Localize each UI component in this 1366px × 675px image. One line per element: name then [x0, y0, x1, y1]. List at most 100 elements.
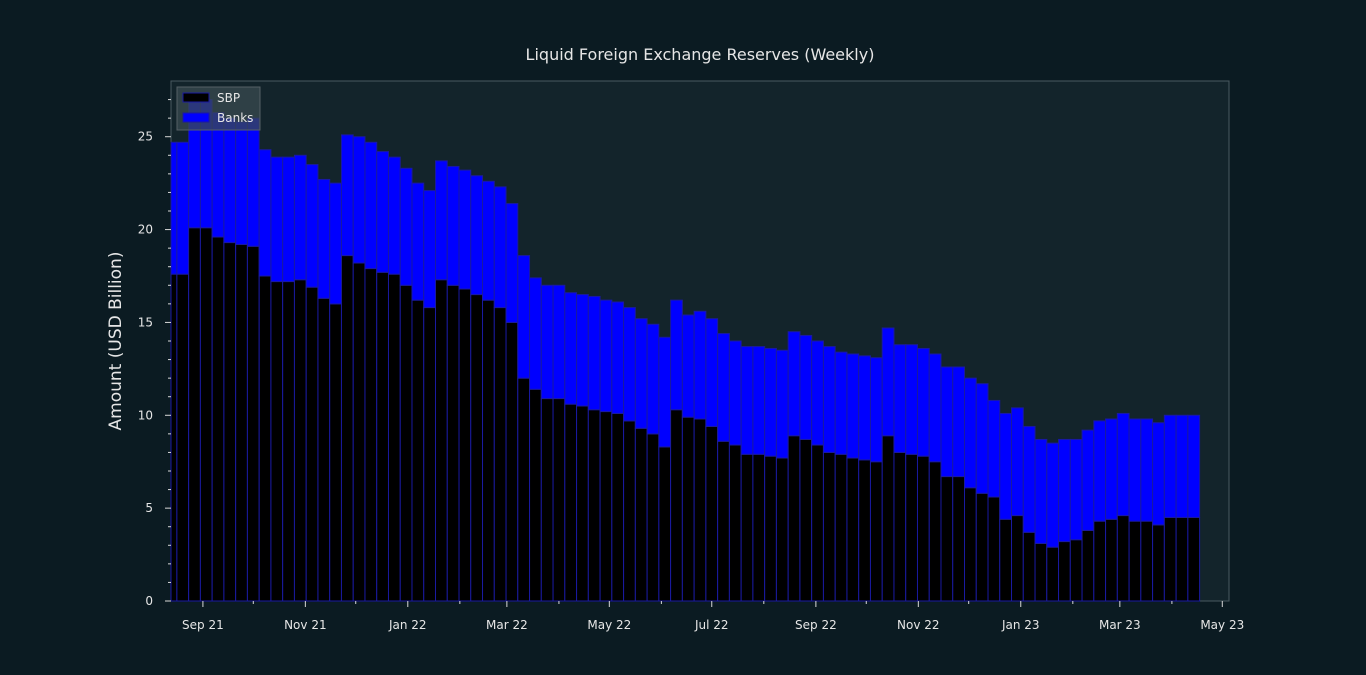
bar-sbp [1058, 541, 1071, 602]
bar-banks [1105, 418, 1118, 520]
x-tick-label: Sep 22 [795, 618, 837, 632]
bar-sbp [317, 297, 331, 602]
bar-banks [599, 299, 613, 413]
bar-sbp [952, 476, 966, 602]
y-tick-label: 5 [145, 501, 153, 515]
bar-banks [352, 136, 366, 264]
chart-title: Liquid Foreign Exchange Reserves (Weekly… [526, 45, 875, 64]
bar-sbp [752, 453, 766, 602]
bar-banks [799, 334, 813, 440]
bar-banks [493, 186, 507, 309]
bar-sbp [1163, 516, 1177, 602]
bar-banks [834, 351, 848, 455]
y-tick-label: 10 [138, 408, 153, 422]
bar-sbp [1140, 520, 1154, 602]
x-tick-label: Jul 22 [694, 618, 729, 632]
bar-sbp [1175, 516, 1189, 602]
bar-sbp [822, 451, 836, 602]
bar-banks [822, 346, 836, 453]
y-tick-label: 25 [138, 130, 153, 144]
bar-sbp [1152, 524, 1165, 602]
y-tick-label: 15 [138, 315, 153, 329]
bar-sbp [188, 227, 201, 602]
bar-sbp [352, 262, 366, 602]
bar-sbp [552, 398, 566, 602]
bar-sbp [423, 307, 437, 602]
bar-banks [752, 346, 766, 455]
bar-banks [1116, 412, 1130, 517]
bar-sbp [964, 487, 977, 602]
bar-sbp [987, 496, 1001, 602]
bar-banks [235, 121, 248, 245]
bar-banks [317, 178, 331, 299]
bar-banks [893, 344, 907, 453]
bar-sbp [705, 425, 719, 602]
bar-sbp [199, 227, 213, 602]
bar-banks [869, 357, 883, 463]
bar-banks [811, 340, 824, 446]
bar-sbp [293, 279, 307, 602]
bar-banks [1046, 442, 1060, 548]
bar-banks [670, 299, 683, 411]
bar-sbp [1034, 542, 1048, 602]
bar-banks [576, 294, 589, 407]
bar-banks [564, 292, 578, 405]
x-axis: Sep 21 Nov 21 Jan 22 Mar 22 May 22 Jul 22 Sep … [182, 601, 1244, 632]
bar-banks [964, 377, 977, 489]
bar-sbp [764, 455, 777, 602]
bar-banks [728, 340, 742, 446]
bar-sbp [623, 420, 636, 602]
bar-banks [846, 353, 860, 459]
bar-banks [740, 346, 754, 455]
bar-banks [446, 165, 460, 286]
bar-banks [1022, 425, 1036, 533]
legend: SBP Banks [176, 86, 261, 131]
bar-sbp [176, 273, 190, 602]
y-tick-label: 20 [138, 223, 153, 237]
legend-label-sbp: SBP [217, 91, 240, 105]
y-axis: 0 5 10 15 20 25 [138, 99, 171, 608]
bar-banks [1187, 414, 1201, 518]
bar-banks [999, 412, 1013, 520]
legend-label-banks: Banks [217, 111, 253, 125]
bar-banks [905, 344, 918, 455]
bar-sbp [540, 398, 554, 602]
bar-sbp [681, 416, 695, 602]
bar-banks [975, 383, 989, 494]
bar-sbp [728, 444, 742, 602]
bar-banks [987, 399, 1001, 498]
bar-sbp [869, 461, 883, 602]
bar-sbp [846, 457, 860, 602]
legend-swatch-sbp [182, 92, 210, 103]
bar-sbp [470, 294, 484, 602]
bar-sbp [493, 307, 507, 602]
bar-banks [634, 318, 648, 429]
bar-sbp [881, 435, 895, 602]
bar-banks [552, 284, 566, 400]
bar-sbp [1093, 520, 1107, 602]
bar-sbp [329, 303, 342, 602]
bar-banks [928, 353, 942, 463]
bar-sbp [928, 461, 942, 602]
bar-banks [258, 149, 272, 277]
bar-banks [940, 366, 954, 478]
bar-banks [387, 156, 401, 275]
bar-banks [858, 355, 871, 461]
bar-banks [270, 156, 284, 283]
bar-banks [1058, 438, 1071, 543]
bar-sbp [1128, 520, 1142, 602]
bar-banks [376, 151, 389, 273]
bar-sbp [1069, 539, 1083, 602]
bar-banks [1081, 429, 1095, 531]
bar-banks [1140, 418, 1154, 522]
x-tick-label: Nov 21 [284, 618, 327, 632]
bar-sbp [223, 242, 237, 602]
bar-sbp [564, 403, 578, 602]
x-tick-label: Sep 21 [182, 618, 224, 632]
bar-sbp [211, 236, 225, 602]
bar-banks [1011, 407, 1024, 517]
bar-sbp [587, 409, 601, 602]
bar-banks [223, 117, 237, 244]
bar-banks [246, 117, 260, 247]
